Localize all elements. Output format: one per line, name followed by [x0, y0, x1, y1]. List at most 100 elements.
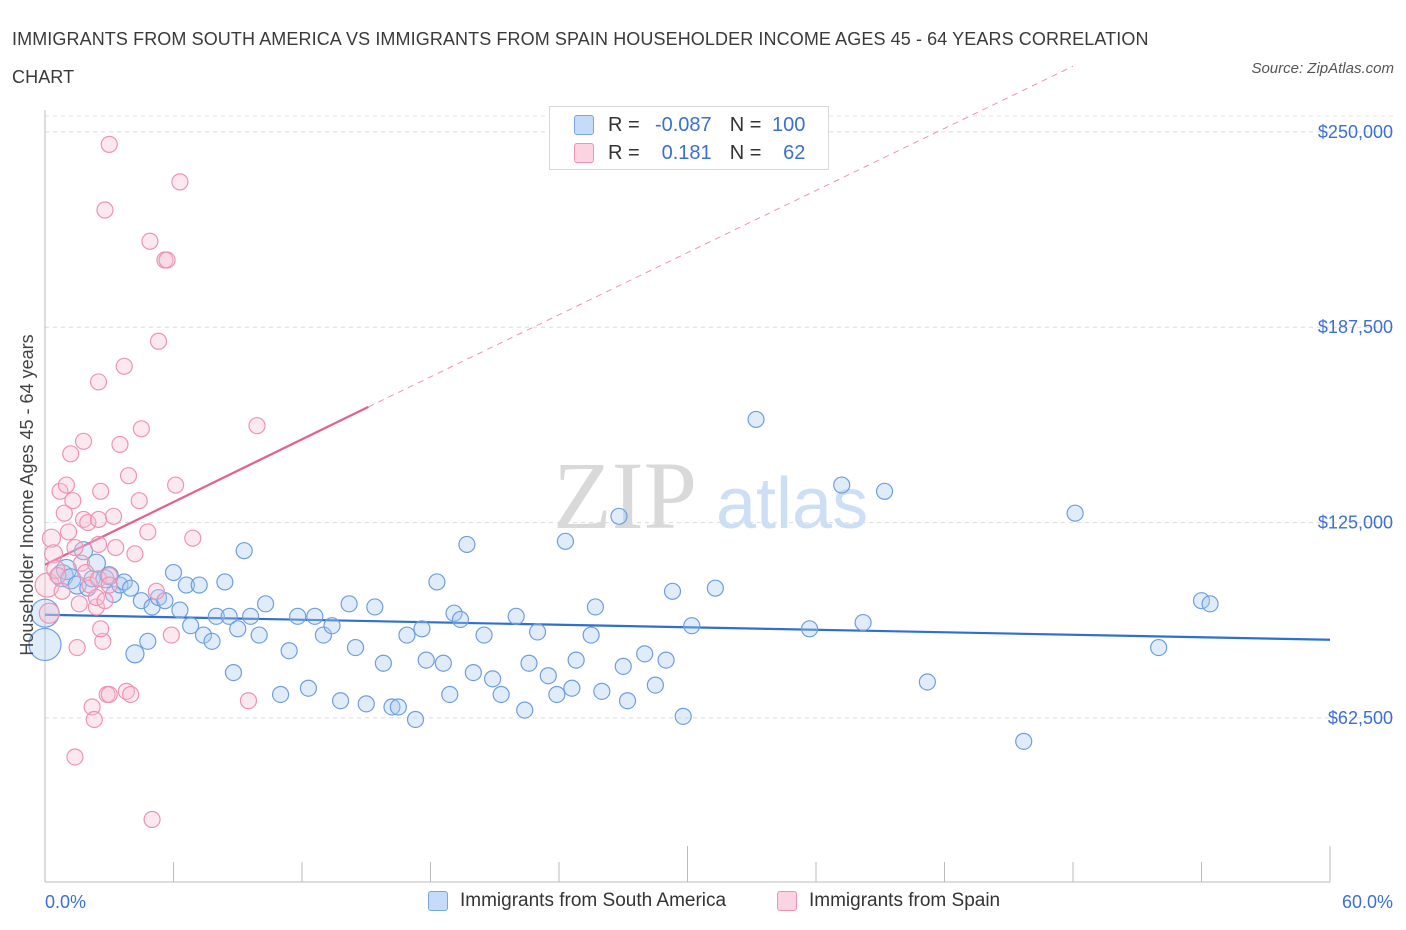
legend-row-spain: R = 0.181 N = 62: [574, 141, 805, 165]
point-spain: [119, 467, 138, 485]
point-south-america: [646, 676, 664, 694]
point-spain: [96, 201, 114, 219]
point-south-america: [800, 620, 819, 638]
r-value: -0.087: [654, 113, 712, 136]
point-spain: [126, 545, 144, 563]
point-south-america: [586, 598, 605, 616]
point-south-america: [1015, 732, 1033, 750]
point-spain: [92, 620, 110, 638]
point-south-america: [582, 626, 600, 644]
point-south-america: [271, 685, 290, 704]
point-south-america: [139, 632, 157, 650]
point-spain: [167, 476, 185, 494]
r-label: R =: [608, 113, 640, 136]
point-south-america: [280, 642, 298, 660]
legend-swatch-pink: [574, 143, 594, 163]
point-south-america: [1201, 595, 1219, 613]
point-south-america: [235, 542, 253, 560]
legend-item-south-america[interactable]: Immigrants from South America: [428, 890, 726, 912]
point-south-america: [203, 632, 221, 650]
legend-label: Immigrants from South America: [460, 890, 727, 911]
point-spain: [132, 420, 150, 438]
point-south-america: [357, 695, 375, 713]
point-spain: [74, 432, 93, 450]
point-south-america: [492, 685, 510, 704]
point-south-america: [224, 663, 243, 682]
point-south-america: [1150, 638, 1168, 657]
x-tick-label-min: 0.0%: [45, 892, 86, 912]
point-spain: [184, 529, 202, 547]
point-spain: [49, 567, 67, 585]
point-south-america: [567, 651, 585, 669]
point-spain: [149, 332, 168, 350]
point-spain: [79, 513, 97, 532]
point-south-america: [747, 410, 765, 429]
x-tick-label-max: 60.0%: [1342, 892, 1393, 912]
point-spain: [62, 445, 80, 463]
point-south-america: [528, 623, 547, 641]
n-value: 62: [783, 141, 806, 164]
point-spain: [92, 482, 110, 500]
point-south-america: [256, 595, 275, 613]
point-south-america: [464, 663, 482, 682]
point-south-america: [340, 595, 358, 613]
point-south-america: [216, 573, 234, 591]
legend-swatch-blue: [574, 115, 594, 135]
point-spain: [57, 476, 76, 494]
point-spain: [89, 570, 108, 588]
point-spain: [70, 595, 88, 613]
point-spain: [87, 598, 106, 616]
point-spain: [100, 685, 118, 704]
point-south-america: [122, 579, 140, 597]
trend-lines: [44, 65, 1331, 641]
point-south-america: [434, 654, 452, 672]
point-south-america: [250, 626, 268, 644]
point-spain: [100, 135, 118, 153]
axis-labels: $62,500 $125,000 $187,500 $250,000: [1318, 122, 1393, 728]
point-south-america: [242, 607, 260, 625]
point-south-america: [67, 575, 87, 595]
point-south-america: [918, 673, 936, 691]
point-south-america: [556, 532, 575, 550]
point-spain: [107, 538, 125, 557]
point-spain: [171, 173, 189, 191]
point-south-america: [132, 592, 150, 610]
point-south-america: [516, 701, 534, 719]
legend-item-spain[interactable]: Immigrants from Spain: [777, 890, 1000, 912]
point-south-america: [383, 698, 401, 716]
point-spain: [55, 504, 73, 522]
point-spain: [41, 528, 62, 548]
legend-row-south-america: R = -0.087 N = 100: [574, 113, 805, 137]
point-south-america: [389, 698, 407, 716]
chart-title: IMMIGRANTS FROM SOUTH AMERICA VS IMMIGRA…: [12, 29, 1149, 87]
point-spain: [141, 232, 159, 250]
point-south-america: [593, 682, 611, 700]
point-south-america: [507, 607, 525, 625]
point-south-america: [182, 617, 200, 635]
point-south-america: [563, 679, 581, 697]
point-south-america: [220, 607, 238, 625]
r-value: 0.181: [661, 141, 712, 164]
point-south-america: [156, 592, 174, 610]
point-south-america: [374, 654, 392, 672]
point-south-america: [164, 563, 183, 582]
point-spain: [38, 602, 60, 624]
legend-label: Immigrants from Spain: [809, 890, 1001, 911]
trend-line-0: [44, 613, 1331, 641]
point-south-america: [398, 626, 416, 644]
y-axis-label: Householder Income Ages 45 - 64 years: [17, 334, 37, 655]
point-spain: [139, 523, 157, 541]
point-spain: [239, 692, 258, 710]
point-spain: [115, 357, 133, 375]
watermark-zip: ZIP: [553, 442, 697, 549]
point-south-america: [346, 638, 365, 657]
point-spain: [104, 507, 123, 525]
point-spain: [94, 632, 112, 650]
point-south-america: [451, 610, 470, 629]
point-south-america: [207, 607, 225, 625]
point-spain: [100, 576, 118, 594]
point-south-america: [636, 645, 654, 663]
point-south-america: [683, 617, 701, 635]
point-spain: [143, 810, 161, 829]
